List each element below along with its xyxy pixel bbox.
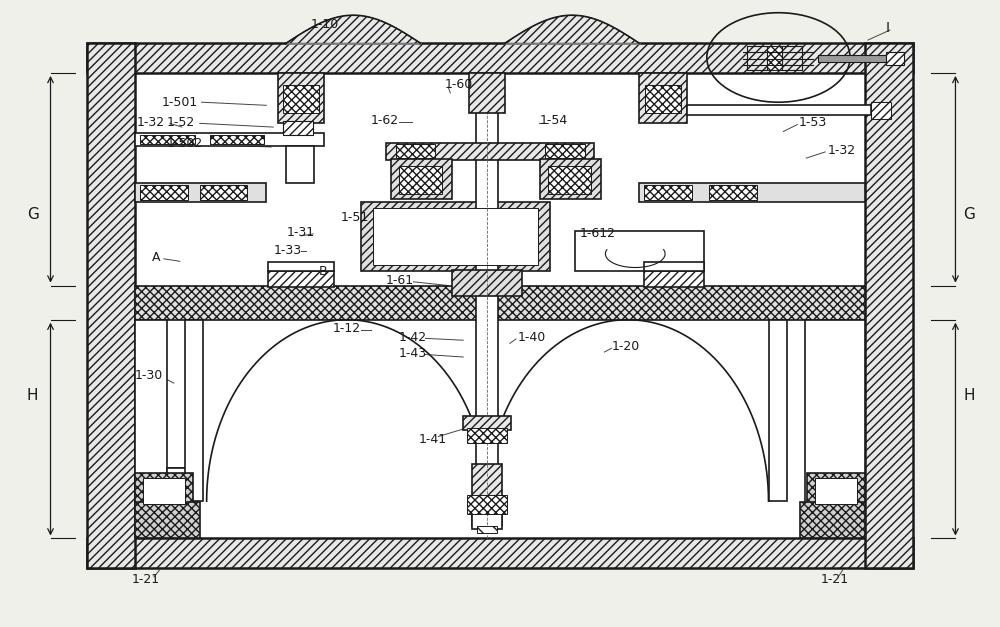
Bar <box>805 320 865 508</box>
Bar <box>87 539 913 568</box>
Bar <box>747 46 767 70</box>
Bar <box>135 133 324 146</box>
Text: 1-12: 1-12 <box>333 322 361 335</box>
Text: 1-51: 1-51 <box>341 211 369 224</box>
Text: 1-52: 1-52 <box>167 115 195 129</box>
Text: 1-40: 1-40 <box>518 330 546 344</box>
Bar <box>472 464 502 526</box>
Bar <box>135 320 167 508</box>
Text: 1-502: 1-502 <box>167 137 203 150</box>
Bar <box>639 73 687 123</box>
Bar <box>540 159 601 199</box>
Text: G: G <box>963 206 975 221</box>
Bar <box>135 285 865 320</box>
Bar <box>807 473 865 508</box>
Bar <box>283 85 319 113</box>
Bar <box>767 46 782 70</box>
Text: 1-21: 1-21 <box>132 573 160 586</box>
Text: B: B <box>319 265 328 278</box>
Bar <box>135 502 200 539</box>
Text: 1-43: 1-43 <box>399 347 427 360</box>
Bar <box>469 73 505 113</box>
Text: G: G <box>27 206 39 221</box>
Bar <box>268 262 334 271</box>
Text: 1-61: 1-61 <box>386 274 414 287</box>
Bar <box>167 468 195 508</box>
Bar <box>140 185 188 200</box>
Bar <box>639 183 865 202</box>
Bar <box>143 478 185 503</box>
Text: 1-30: 1-30 <box>135 369 163 382</box>
Bar <box>644 185 692 200</box>
Text: 1-42: 1-42 <box>399 330 427 344</box>
Bar <box>769 320 787 501</box>
Text: 1-53: 1-53 <box>798 115 827 129</box>
Bar <box>644 271 704 287</box>
Bar <box>545 144 585 158</box>
Bar <box>278 73 324 123</box>
Text: I: I <box>886 21 890 34</box>
Text: 1-501: 1-501 <box>162 96 198 108</box>
Text: 1-32: 1-32 <box>137 115 165 129</box>
Bar <box>815 478 857 503</box>
Text: 1-32: 1-32 <box>828 144 856 157</box>
Text: 1-21: 1-21 <box>820 573 848 586</box>
Bar <box>886 53 904 65</box>
Bar <box>687 105 871 115</box>
Bar <box>373 208 538 265</box>
Bar <box>575 231 704 271</box>
Bar <box>286 146 314 183</box>
Text: 1-60: 1-60 <box>444 78 473 92</box>
Bar <box>135 183 266 202</box>
Bar <box>135 473 193 508</box>
Bar <box>140 135 195 144</box>
Bar <box>865 43 913 568</box>
Text: H: H <box>27 388 38 403</box>
Bar <box>283 122 313 135</box>
Bar <box>463 416 511 429</box>
Text: 1-62: 1-62 <box>371 114 399 127</box>
Text: 1-54: 1-54 <box>540 114 568 127</box>
Bar <box>871 102 891 119</box>
Bar <box>268 271 334 287</box>
Bar <box>399 166 442 194</box>
Text: 1-31: 1-31 <box>286 226 314 240</box>
Bar <box>361 202 550 271</box>
Bar <box>200 185 247 200</box>
Bar <box>185 320 203 501</box>
Text: 1-41: 1-41 <box>418 433 447 446</box>
Bar <box>476 104 498 514</box>
Bar <box>709 185 757 200</box>
Bar <box>87 43 135 568</box>
Bar <box>644 262 704 271</box>
Text: 1-612: 1-612 <box>580 228 616 241</box>
Bar <box>782 46 802 70</box>
Bar <box>452 270 522 296</box>
Bar <box>396 144 435 158</box>
Bar <box>210 135 264 144</box>
Bar <box>477 526 497 534</box>
Bar <box>135 73 865 539</box>
Bar <box>548 166 591 194</box>
Bar <box>800 502 865 539</box>
Text: 1-33: 1-33 <box>273 244 301 256</box>
Text: 1-20: 1-20 <box>611 340 640 353</box>
Bar <box>472 512 502 529</box>
Bar <box>391 159 452 199</box>
Text: A: A <box>152 251 160 264</box>
Bar <box>818 55 888 63</box>
Text: H: H <box>964 388 975 403</box>
Bar <box>645 85 681 113</box>
Bar <box>467 428 507 443</box>
Text: 1-10: 1-10 <box>311 18 339 31</box>
Bar <box>386 142 594 160</box>
Bar <box>467 495 507 514</box>
Bar <box>87 43 913 73</box>
